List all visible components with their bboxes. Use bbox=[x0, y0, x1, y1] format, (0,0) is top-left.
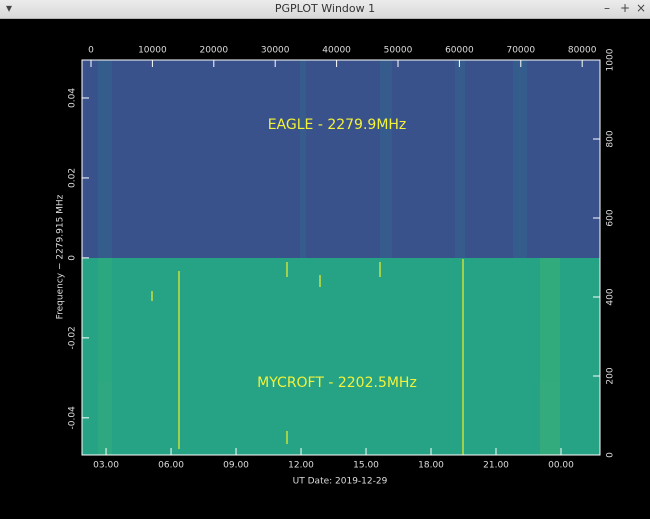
x2-tick-label: 70000 bbox=[506, 46, 535, 56]
x2-tick-label: 20000 bbox=[199, 46, 228, 56]
y2-tick-label: 800 bbox=[606, 130, 616, 147]
x-tick-label: 18.00 bbox=[418, 461, 444, 471]
y2-tick-label: 400 bbox=[606, 288, 616, 305]
x-tick-label: 03.00 bbox=[93, 461, 119, 471]
y2-tick-label: 1000 bbox=[606, 48, 616, 71]
annotation: EAGLE - 2279.9MHz bbox=[268, 117, 407, 133]
y2-tick-label: 0 bbox=[606, 452, 616, 458]
x2-tick-label: 60000 bbox=[445, 46, 474, 56]
title-bar: ▾ PGPLOT Window 1 – + × bbox=[0, 0, 650, 19]
menu-button[interactable]: ▾ bbox=[6, 1, 13, 15]
top-panel bbox=[82, 60, 600, 258]
y-tick-label: -0.04 bbox=[68, 406, 78, 430]
stripes bbox=[98, 60, 560, 455]
maximize-button[interactable]: + bbox=[620, 1, 631, 15]
y2-tick-label: 600 bbox=[606, 209, 616, 226]
annotation: MYCROFT - 2202.5MHz bbox=[257, 375, 417, 391]
x-axis-label: UT Date: 2019-12-29 bbox=[293, 477, 388, 487]
x-tick-label: 12.00 bbox=[288, 461, 314, 471]
x2-tick-label: 80000 bbox=[568, 46, 597, 56]
x2-tick-label: 30000 bbox=[261, 46, 290, 56]
x2-tick-label: 50000 bbox=[384, 46, 413, 56]
close-button[interactable]: × bbox=[636, 1, 647, 15]
spikes bbox=[151, 259, 464, 455]
x2-tick-label: 0 bbox=[88, 46, 94, 56]
x2-tick-label: 40000 bbox=[322, 46, 351, 56]
y-tick-label: 0.04 bbox=[68, 88, 78, 108]
bottom-panel bbox=[82, 258, 600, 455]
y-tick-label: -0.02 bbox=[68, 326, 78, 349]
x2-tick-label: 10000 bbox=[138, 46, 167, 56]
x-tick-label: 21.00 bbox=[483, 461, 509, 471]
window-title: PGPLOT Window 1 bbox=[274, 2, 376, 15]
chart: EAGLE - 2279.9MHz MYCROFT - 2202.5MHz UT… bbox=[56, 46, 616, 487]
y-tick-label: 0.02 bbox=[68, 168, 78, 188]
y2-tick-label: 200 bbox=[606, 367, 616, 384]
x-tick-label: 06.00 bbox=[158, 461, 184, 471]
minimize-button[interactable]: – bbox=[604, 1, 610, 15]
x-tick-label: 00.00 bbox=[548, 461, 574, 471]
y-axis-label: Frequency − 2279.915 MHz bbox=[56, 194, 66, 319]
x-tick-label: 09.00 bbox=[223, 461, 249, 471]
x-tick-label: 15.00 bbox=[353, 461, 379, 471]
y-tick-label: 0 bbox=[68, 255, 78, 261]
